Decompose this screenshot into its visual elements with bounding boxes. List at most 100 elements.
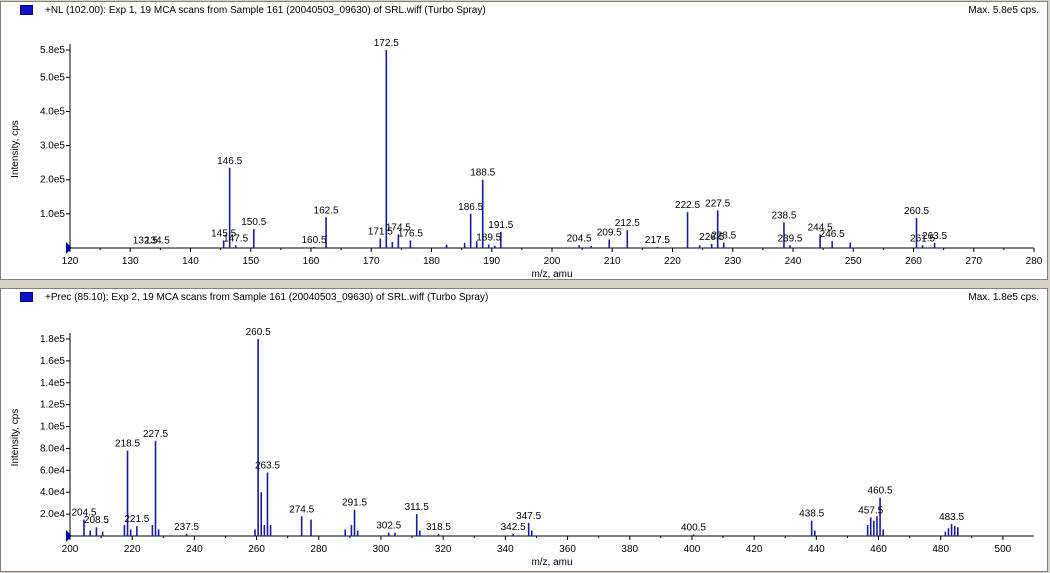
y-tick-label: 1.4e5	[40, 378, 65, 389]
peak-label: 204.5	[71, 508, 96, 519]
x-axis-label: m/z, amu	[531, 269, 572, 279]
peak-label: 260.5	[904, 206, 929, 217]
x-tick-label: 380	[621, 544, 638, 555]
x-tick-label: 300	[373, 544, 390, 555]
x-tick-label: 260	[905, 256, 922, 267]
peak-label: 132.5	[133, 235, 158, 246]
peak-label: 238.5	[771, 210, 796, 221]
x-tick-label: 210	[604, 256, 621, 267]
peak-label: 347.5	[516, 511, 541, 522]
y-tick-label: 2.0e5	[40, 175, 65, 186]
peak-label: 263.5	[255, 461, 280, 472]
peak-label: 460.5	[868, 486, 893, 497]
y-tick-label: 5.0e5	[40, 72, 65, 83]
x-tick-label: 250	[845, 256, 862, 267]
panel-title: +NL (102.00): Exp 1, 19 MCA scans from S…	[45, 5, 486, 16]
x-tick-label: 170	[363, 256, 380, 267]
y-tick-label: 1.6e5	[40, 356, 65, 367]
x-tick-label: 120	[62, 256, 79, 267]
y-tick-label: 8.0e4	[40, 443, 65, 454]
x-tick-label: 260	[248, 544, 265, 555]
peak-label: 212.5	[615, 218, 640, 229]
x-tick-label: 270	[965, 256, 982, 267]
y-axis-label: Intensity, cps	[10, 120, 21, 178]
peak-label: 438.5	[799, 509, 824, 520]
peak-label: 189.5	[476, 233, 501, 244]
x-tick-label: 400	[684, 544, 701, 555]
peak-label: 318.5	[426, 522, 451, 533]
peak-label: 244.5	[808, 222, 833, 233]
peak-label: 191.5	[488, 220, 513, 231]
peak-label: 227.5	[143, 429, 168, 440]
peak-label: 147.5	[223, 233, 248, 244]
y-tick-label: 6.0e4	[40, 465, 65, 476]
x-tick-label: 200	[544, 256, 561, 267]
peak-label: 188.5	[470, 168, 495, 179]
peak-label: 176.5	[398, 228, 423, 239]
peak-label: 217.5	[645, 235, 670, 246]
x-tick-label: 140	[182, 256, 199, 267]
max-intensity-label: Max. 1.8e5 cps.	[968, 292, 1039, 303]
spectrum-chart-1[interactable]: 120 130 140 150 160 170 180 190 200 210 220 230 240 2…	[1, 2, 1047, 279]
y-tick-label: 1.8e5	[40, 334, 65, 345]
y-tick-label: 4.0e4	[40, 487, 65, 498]
spectrum-chart-2[interactable]: 200 220 240 260 280 300 320 340 360 380 400 420 440 4…	[1, 289, 1047, 571]
x-tick-label: 190	[483, 256, 500, 267]
x-tick-label: 320	[435, 544, 452, 555]
peak-label: 208.5	[84, 515, 109, 526]
x-tick-label: 480	[932, 544, 949, 555]
x-tick-label: 180	[423, 256, 440, 267]
y-axis-label: Intensity, cps	[10, 409, 21, 467]
peak-label: 226.5	[699, 232, 724, 243]
peak-label: 246.5	[820, 229, 845, 240]
peak-label: 311.5	[405, 502, 430, 513]
axis-origin-marker-icon	[66, 242, 72, 254]
peak-label: 171.5	[368, 226, 393, 237]
y-tick-label: 1.0e5	[40, 422, 65, 433]
peak-label: 260.5	[246, 327, 271, 338]
peak-label: 342.5	[501, 522, 526, 533]
x-tick-label: 150	[242, 256, 259, 267]
peak-label: 145.5	[211, 228, 236, 239]
peak-label: 221.5	[124, 514, 149, 525]
panel-header: +Prec (85.10): Exp 2, 19 MCA scans from …	[1, 289, 1047, 307]
y-tick-label: 1.0e5	[40, 209, 65, 220]
x-tick-label: 220	[664, 256, 681, 267]
peak-label: 186.5	[458, 202, 483, 213]
peak-label: 134.5	[145, 235, 170, 246]
panel-title: +Prec (85.10): Exp 2, 19 MCA scans from …	[45, 292, 489, 303]
y-tick-label: 5.8e5	[40, 45, 65, 56]
x-tick-label: 160	[303, 256, 320, 267]
y-tick-label: 2.0e4	[40, 509, 65, 520]
x-tick-label: 130	[122, 256, 139, 267]
x-tick-label: 280	[310, 544, 327, 555]
peak-label: 162.5	[314, 205, 339, 216]
panel-color-square-icon[interactable]	[20, 292, 33, 302]
y-tick-label: 1.2e5	[40, 400, 65, 411]
x-tick-label: 240	[186, 544, 203, 555]
x-axis-label: m/z, amu	[531, 557, 572, 568]
peak-label: 483.5	[939, 512, 964, 523]
peak-label: 204.5	[567, 233, 592, 244]
peak-label: 291.5	[342, 498, 367, 509]
peak-label: 302.5	[376, 521, 401, 532]
spectrum-panel-2: +Prec (85.10): Exp 2, 19 MCA scans from …	[0, 288, 1048, 572]
peak-label: 274.5	[289, 504, 314, 515]
x-tick-label: 240	[785, 256, 802, 267]
x-tick-label: 220	[124, 544, 141, 555]
peak-label: 263.5	[922, 231, 947, 242]
x-tick-label: 360	[559, 544, 576, 555]
max-intensity-label: Max. 5.8e5 cps.	[968, 5, 1039, 16]
peak-label: 150.5	[241, 217, 266, 228]
panel-color-square-icon[interactable]	[20, 5, 33, 15]
peak-label: 261.5	[910, 233, 935, 244]
spectrum-panel-1: +NL (102.00): Exp 1, 19 MCA scans from S…	[0, 1, 1048, 280]
x-tick-label: 500	[995, 544, 1012, 555]
peak-label: 174.5	[386, 222, 411, 233]
peak-label: 457.5	[858, 505, 883, 516]
peak-label: 172.5	[374, 38, 399, 49]
peak-label: 160.5	[301, 235, 326, 246]
peak-label: 146.5	[217, 156, 242, 167]
peak-label: 227.5	[705, 198, 730, 209]
x-tick-label: 230	[724, 256, 741, 267]
